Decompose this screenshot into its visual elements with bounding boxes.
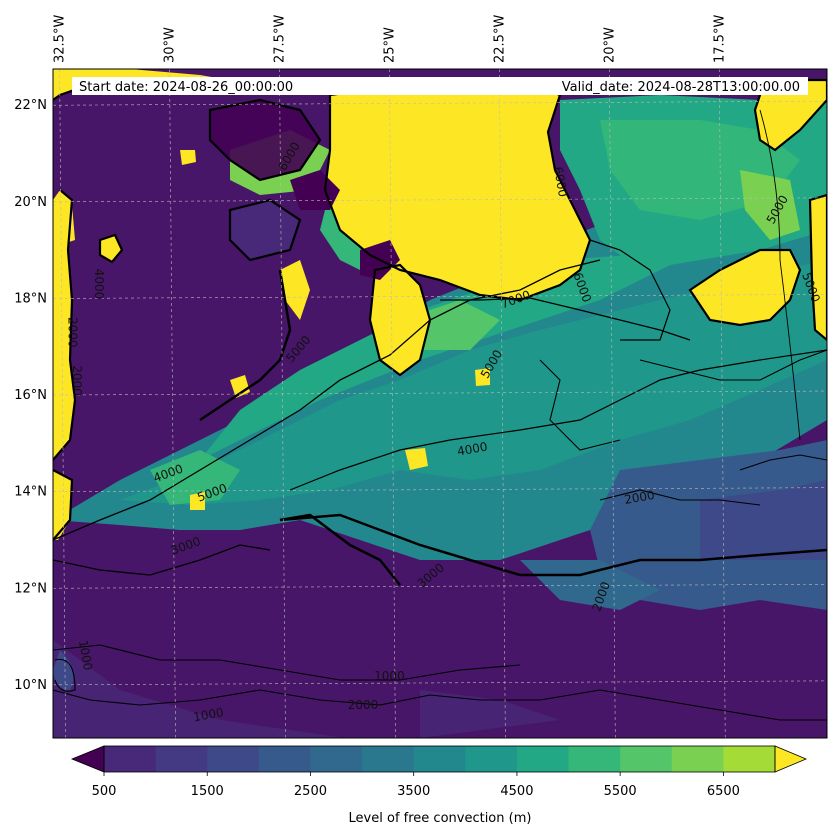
colorbar-tick-label: 2500 [294, 784, 327, 799]
colorbar-bin [671, 746, 724, 772]
contour-label: 4000 [92, 269, 106, 300]
colorbar-tick-label: 3500 [397, 784, 430, 799]
colorbar-over-arrow [774, 745, 808, 773]
contour-label: 1000 [374, 669, 405, 683]
contour-label: 6000 [551, 166, 570, 199]
longitude-tick-label: 25°W [382, 27, 397, 63]
colorbar-tick-label: 1500 [191, 784, 224, 799]
colorbar-bin [155, 746, 208, 772]
contour-label: 2000 [348, 698, 379, 712]
colorbar-bin [465, 746, 518, 772]
colorbar-under-arrow [70, 745, 105, 773]
longitude-labels: 32.5°W 30°W 27.5°W 25°W 22.5°W 20°W 17.5°W [53, 15, 728, 63]
colorbar-bin [258, 746, 311, 772]
contour-label: 2000 [65, 317, 79, 348]
longitude-tick-label: 20°W [602, 27, 617, 63]
colorbar-ticks: 500 1500 2500 3500 4500 5500 6500 [92, 772, 740, 799]
colorbar [70, 745, 808, 773]
contour-label: 1000 [76, 639, 95, 672]
longitude-tick-label: 17.5°W [712, 15, 727, 63]
colorbar-bin [207, 746, 260, 772]
latitude-tick-label: 12°N [14, 581, 47, 596]
latitude-tick-label: 22°N [14, 98, 47, 113]
contour-label: 1000 [192, 705, 225, 724]
colorbar-bin [310, 746, 363, 772]
colorbar-bin [620, 746, 673, 772]
latitude-tick-label: 20°N [14, 195, 47, 210]
colorbar-tick-label: 4500 [500, 784, 533, 799]
map-frame [52, 68, 828, 739]
colorbar-bin [362, 746, 415, 772]
contour-label: 2000 [70, 365, 84, 396]
colorbar-bin [516, 746, 570, 772]
colorbar-tick-label: 500 [92, 784, 117, 799]
colorbar-tick-label: 5500 [604, 784, 637, 799]
latitude-tick-label: 18°N [14, 291, 47, 306]
longitude-tick-label: 27.5°W [272, 15, 287, 63]
contour-label: 4000 [456, 440, 489, 459]
date-banner [72, 77, 808, 95]
longitude-tick-label: 30°W [163, 27, 178, 63]
colorbar-bin [104, 746, 157, 772]
contour-lines [53, 78, 827, 721]
longitude-tick-label: 22.5°W [492, 15, 507, 63]
colorbar-tick-label: 6500 [707, 784, 740, 799]
colorbar-label: Level of free convection (m) [349, 811, 532, 826]
latitude-labels: 22°N 20°N 18°N 16°N 14°N 12°N 10°N [14, 98, 47, 693]
colorbar-bin [723, 746, 776, 772]
start-date: Start date: 2024-08-26_00:00:00 [79, 80, 293, 95]
valid-date: Valid_date: 2024-08-28T13:00:00.00 [562, 80, 800, 95]
latitude-tick-label: 10°N [14, 678, 47, 693]
lfc-filled-field [53, 69, 827, 738]
latitude-tick-label: 14°N [14, 485, 47, 500]
colorbar-frame [103, 745, 776, 773]
longitude-tick-label: 32.5°W [53, 15, 68, 63]
contour-label: 2000 [623, 488, 656, 507]
colorbar-bin [568, 746, 621, 772]
colorbar-bin [413, 746, 466, 772]
latitude-tick-label: 16°N [14, 388, 47, 403]
